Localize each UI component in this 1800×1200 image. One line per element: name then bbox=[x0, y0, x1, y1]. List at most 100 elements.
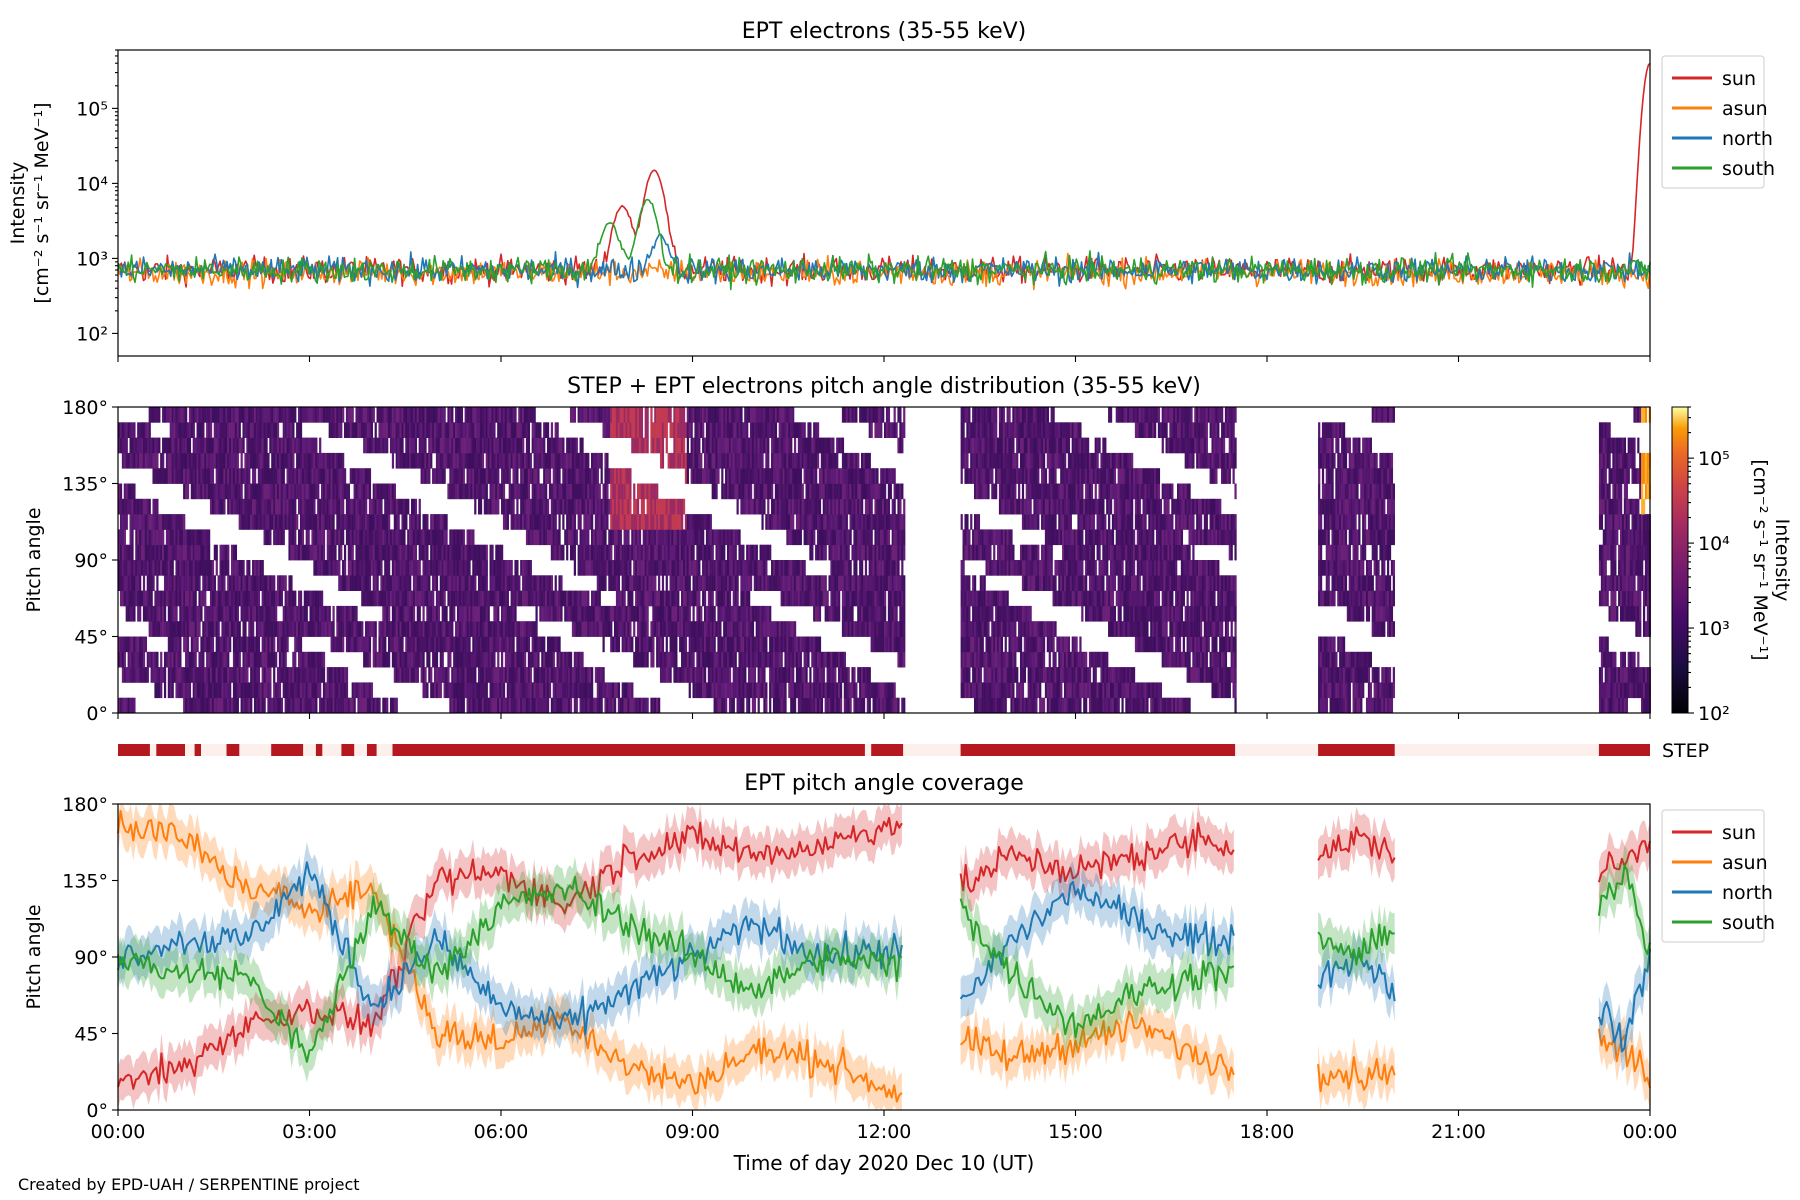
pad-cell bbox=[441, 468, 444, 484]
pad-cell bbox=[196, 437, 199, 454]
pad-cell bbox=[292, 498, 295, 515]
pad-cell bbox=[137, 529, 140, 546]
pad-cell bbox=[338, 636, 341, 653]
pad-cell bbox=[424, 590, 427, 607]
pad-cell bbox=[713, 560, 716, 576]
pad-cell bbox=[558, 590, 561, 607]
pad-cell bbox=[286, 636, 289, 653]
pad-cell bbox=[343, 621, 347, 637]
pad-cell bbox=[129, 560, 132, 576]
pad-cell bbox=[349, 544, 352, 561]
pad-cell bbox=[127, 651, 130, 668]
pad-cell bbox=[418, 529, 421, 546]
pad-cell bbox=[698, 407, 701, 423]
pad-cell bbox=[479, 605, 483, 622]
pad-cell bbox=[391, 422, 395, 438]
pad-cell bbox=[169, 407, 172, 423]
pad-cell bbox=[453, 697, 456, 714]
pad-cell bbox=[675, 529, 678, 546]
pad-cell bbox=[688, 560, 691, 576]
pad-cell bbox=[596, 544, 599, 561]
pad-cell bbox=[282, 529, 285, 546]
pad-cell bbox=[684, 468, 688, 484]
pad-cell bbox=[204, 682, 207, 699]
pad-cell bbox=[462, 422, 465, 438]
pad-cell bbox=[328, 407, 331, 423]
pad-cell bbox=[707, 514, 711, 530]
pad-cell bbox=[552, 667, 555, 683]
pad-cell bbox=[322, 621, 326, 637]
pad-cell bbox=[123, 544, 126, 561]
pad-cell bbox=[462, 560, 465, 576]
pad-cell bbox=[581, 452, 584, 469]
pad-cell bbox=[612, 514, 615, 530]
pad-cell bbox=[273, 621, 276, 637]
pad-cell bbox=[246, 407, 249, 423]
pad-cell bbox=[564, 452, 567, 469]
pad-cell bbox=[366, 575, 370, 591]
pad-cell bbox=[382, 483, 385, 500]
pad-cell bbox=[204, 636, 207, 653]
pad-cell bbox=[501, 682, 504, 699]
pad-cell bbox=[537, 575, 540, 591]
pad-cell bbox=[183, 682, 186, 699]
pad-cell bbox=[638, 529, 642, 546]
pad-cell bbox=[405, 667, 408, 683]
pad-cell bbox=[393, 697, 396, 714]
pad-cell bbox=[131, 636, 134, 653]
pad-cell bbox=[673, 636, 676, 653]
pad-cell bbox=[173, 452, 176, 469]
pad-cell bbox=[573, 590, 576, 607]
pad-cell bbox=[230, 697, 234, 714]
pad-cell bbox=[410, 636, 414, 653]
pad-cell bbox=[591, 498, 594, 515]
pad-cell bbox=[311, 605, 314, 622]
pad-cell bbox=[303, 605, 306, 622]
pad-cell bbox=[284, 483, 287, 500]
pad-cell bbox=[681, 590, 684, 607]
pad-cell bbox=[497, 483, 500, 500]
pad-cell bbox=[248, 422, 251, 438]
pad-cell bbox=[573, 605, 576, 622]
pad-cell bbox=[144, 560, 148, 576]
pad-cell bbox=[541, 605, 544, 622]
pad-cell bbox=[594, 483, 598, 500]
pad-cell bbox=[384, 529, 387, 546]
pad-cell bbox=[646, 514, 649, 530]
pad-cell bbox=[619, 697, 622, 714]
pad-cell bbox=[439, 452, 442, 469]
pad-cell bbox=[198, 452, 201, 469]
pad-cell bbox=[648, 529, 651, 546]
pad-cell bbox=[359, 514, 362, 530]
pad-cell bbox=[470, 468, 473, 484]
pad-cell bbox=[675, 605, 678, 622]
pad-cell bbox=[665, 544, 668, 561]
pad-cell bbox=[571, 514, 575, 530]
pad-cell bbox=[311, 452, 314, 469]
pad-cell bbox=[491, 452, 494, 469]
pad-cell bbox=[474, 437, 477, 454]
pad-cell bbox=[275, 498, 278, 515]
pad-cell bbox=[363, 636, 366, 653]
pad-cell bbox=[403, 575, 406, 591]
pad-cell bbox=[230, 667, 234, 683]
pad-cell bbox=[520, 682, 523, 699]
pad-cell bbox=[319, 682, 322, 699]
pad-cell bbox=[671, 636, 674, 653]
pad-cell bbox=[215, 697, 218, 714]
pad-cell bbox=[401, 452, 404, 469]
pad-cell bbox=[481, 407, 485, 423]
pad-cell bbox=[713, 468, 716, 484]
pad-cell bbox=[194, 636, 197, 653]
pad-cell bbox=[441, 422, 444, 438]
pad-cell bbox=[585, 697, 588, 714]
pad-cell bbox=[265, 529, 268, 546]
pad-cell bbox=[118, 544, 121, 561]
pad-cell bbox=[309, 682, 312, 699]
pad-cell bbox=[564, 529, 567, 546]
pad-cell bbox=[638, 590, 642, 607]
pad-cell bbox=[705, 560, 709, 576]
pad-cell bbox=[263, 667, 266, 683]
pad-cell bbox=[177, 514, 180, 530]
pad-cell bbox=[433, 544, 437, 561]
